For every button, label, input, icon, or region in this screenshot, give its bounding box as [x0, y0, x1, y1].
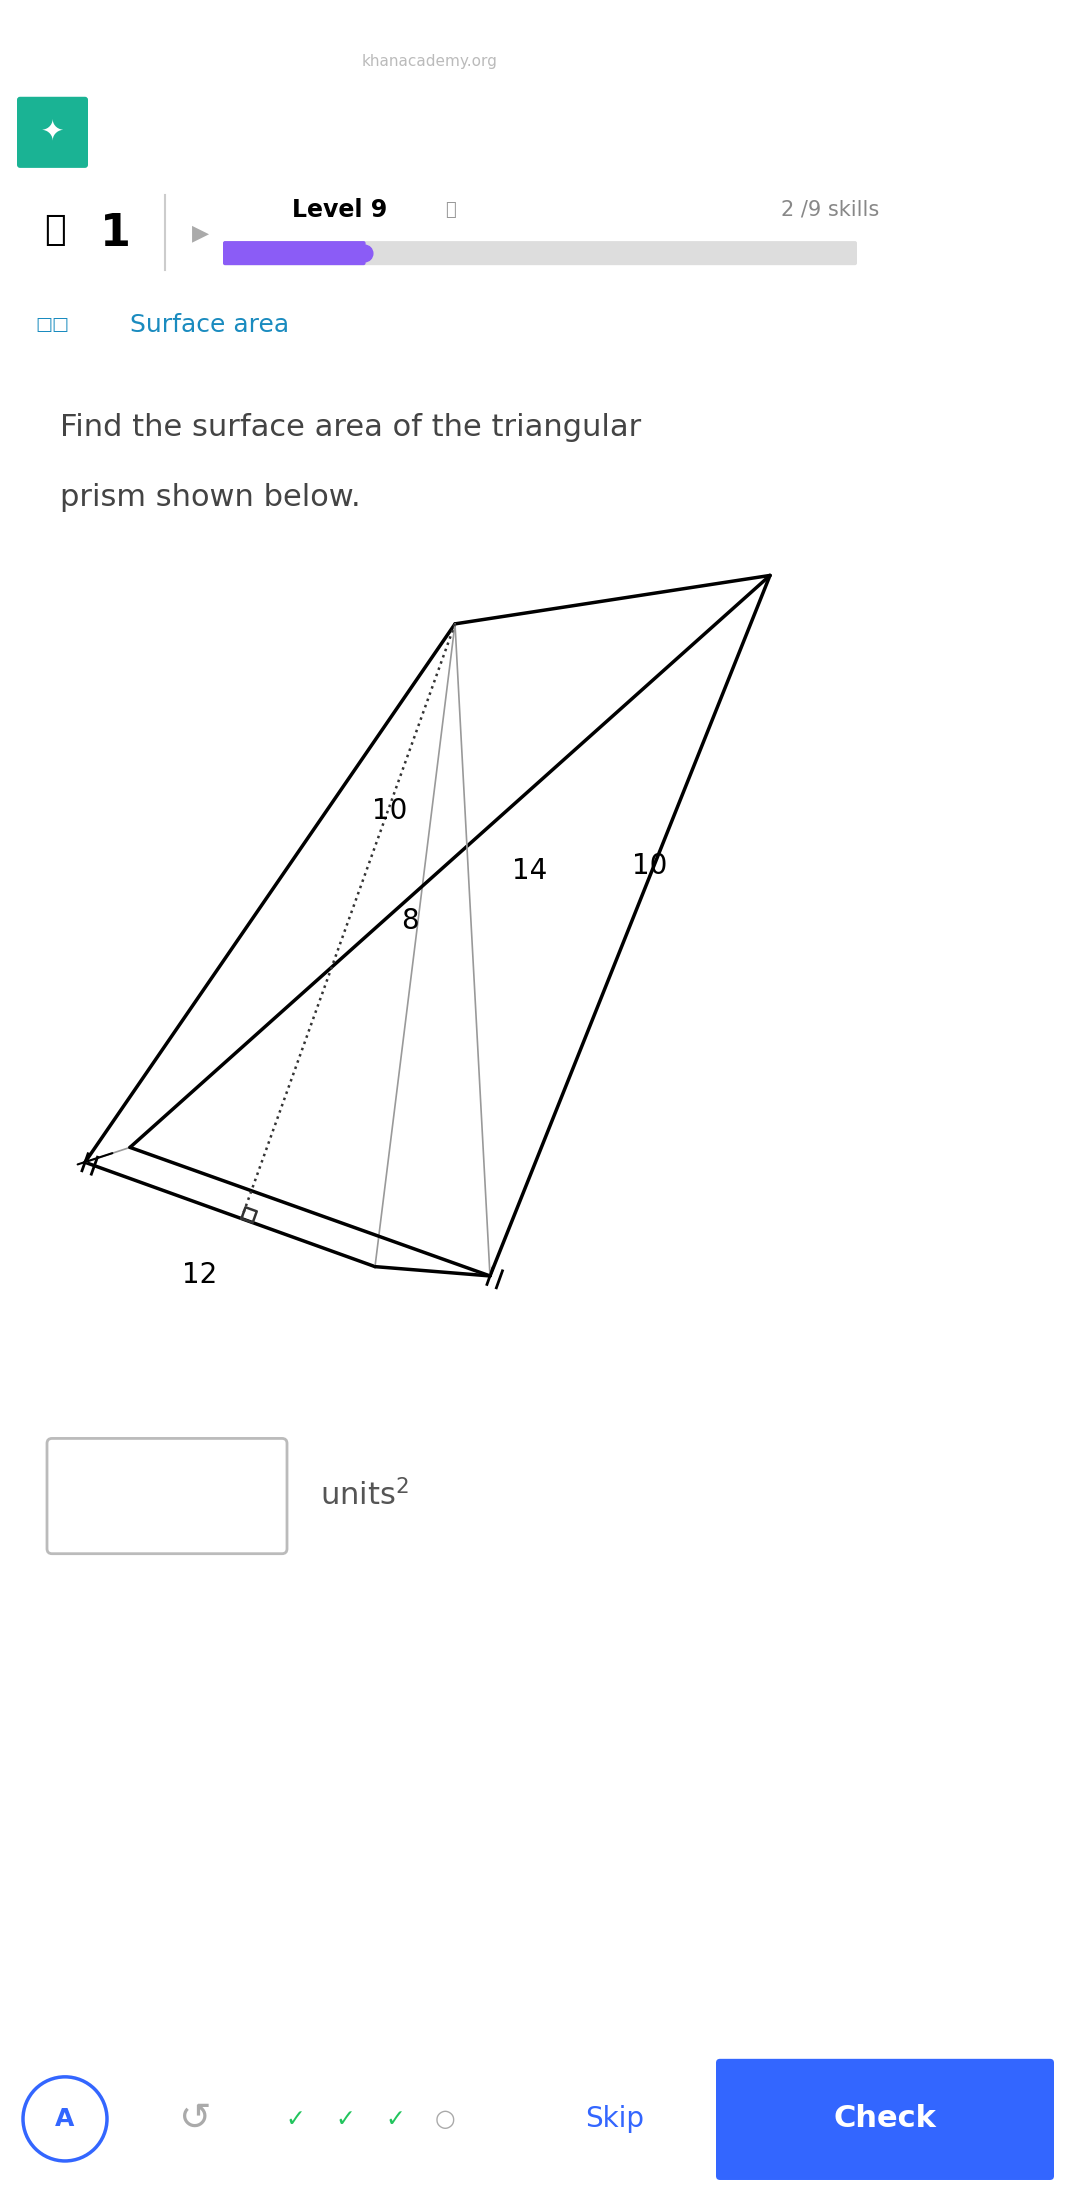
Text: ⬡: ⬡ — [721, 29, 739, 48]
FancyBboxPatch shape — [222, 241, 366, 265]
Text: Level 9: Level 9 — [293, 197, 388, 222]
Text: ⓘ: ⓘ — [445, 202, 456, 219]
Text: Surface area: Surface area — [131, 314, 289, 336]
Text: ✓: ✓ — [285, 2106, 305, 2130]
Text: prism shown below.: prism shown below. — [60, 483, 361, 511]
Text: ✦: ✦ — [40, 118, 64, 145]
Text: ○: ○ — [434, 2106, 456, 2130]
Text: ✕: ✕ — [21, 29, 39, 48]
Text: Khan Academy: Khan Academy — [154, 118, 386, 145]
Text: 12: 12 — [183, 1262, 218, 1288]
Text: Surface area | H...: Surface area | H... — [342, 20, 518, 39]
Text: khanacademy.org: khanacademy.org — [362, 55, 498, 70]
Text: Check: Check — [834, 2104, 936, 2133]
Text: Q: Q — [888, 116, 913, 147]
Text: Find the surface area of the triangular: Find the surface area of the triangular — [60, 412, 642, 441]
Text: 🔖: 🔖 — [814, 29, 825, 46]
Text: 10: 10 — [632, 851, 667, 880]
Text: Skip: Skip — [585, 2104, 645, 2133]
Text: ✓: ✓ — [386, 2106, 405, 2130]
Text: 2 /9 skills: 2 /9 skills — [781, 200, 879, 219]
Text: ∨: ∨ — [82, 29, 98, 48]
Text: 10: 10 — [373, 796, 407, 825]
FancyBboxPatch shape — [716, 2058, 1054, 2181]
Text: ✓: ✓ — [335, 2106, 355, 2130]
FancyBboxPatch shape — [17, 97, 87, 169]
Text: A: A — [55, 2106, 75, 2130]
Text: ⋮: ⋮ — [947, 26, 972, 50]
Text: □□: □□ — [35, 316, 69, 333]
Text: ⠿: ⠿ — [151, 29, 165, 48]
Text: 14: 14 — [512, 858, 548, 886]
FancyBboxPatch shape — [222, 241, 858, 265]
Text: ≡: ≡ — [1025, 114, 1055, 149]
Text: ▶: ▶ — [191, 224, 208, 244]
Text: 1: 1 — [99, 211, 131, 255]
Text: 🔥: 🔥 — [44, 213, 66, 248]
Text: 8: 8 — [401, 906, 419, 935]
Text: units$^2$: units$^2$ — [320, 1479, 409, 1512]
FancyBboxPatch shape — [48, 1439, 287, 1553]
Text: ↺: ↺ — [178, 2100, 212, 2137]
